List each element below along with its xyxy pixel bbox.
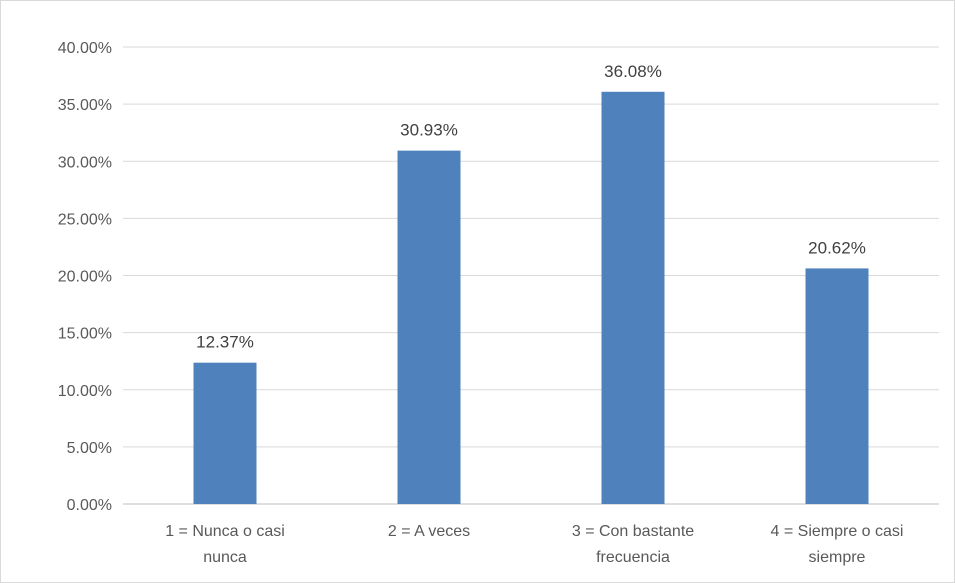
y-tick-label: 5.00% (67, 440, 112, 457)
x-tick-label: frecuencia (596, 549, 670, 566)
bar (193, 362, 257, 504)
x-tick-label: 1 = Nunca o casi (165, 523, 285, 540)
data-label: 36.08% (604, 62, 662, 81)
bar (805, 268, 869, 504)
y-tick-label: 25.00% (58, 211, 112, 228)
data-label: 30.93% (400, 121, 458, 140)
bar (397, 150, 461, 504)
x-tick-label: 4 = Siempre o casi (771, 523, 904, 540)
x-tick-label: siempre (809, 549, 866, 566)
y-tick-label: 20.00% (58, 269, 112, 286)
x-tick-label: nunca (203, 549, 247, 566)
y-tick-label: 35.00% (58, 97, 112, 114)
x-tick-label: 2 = A veces (388, 523, 470, 540)
data-label: 12.37% (196, 333, 254, 352)
y-tick-label: 10.00% (58, 383, 112, 400)
bar (601, 91, 665, 504)
data-label: 20.62% (808, 238, 866, 257)
y-tick-label: 0.00% (67, 497, 112, 514)
y-tick-label: 40.00% (58, 40, 112, 57)
x-tick-label: 3 = Con bastante (572, 523, 694, 540)
y-tick-label: 30.00% (58, 154, 112, 171)
y-tick-label: 15.00% (58, 326, 112, 343)
